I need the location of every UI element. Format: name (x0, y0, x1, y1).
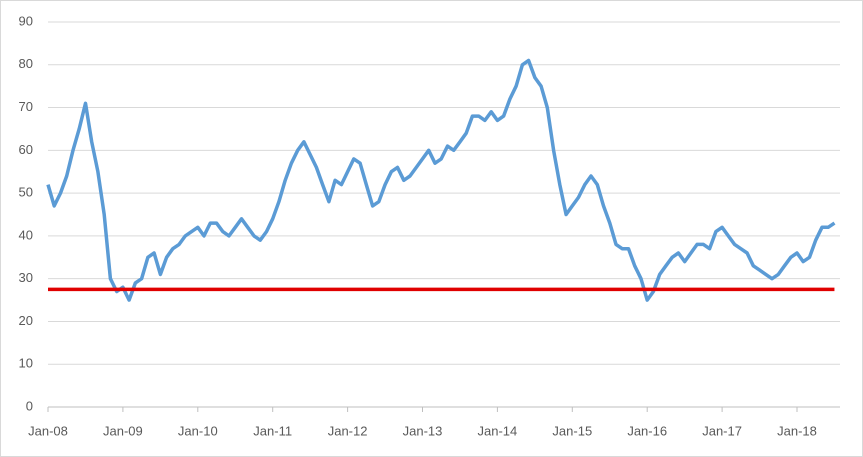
x-tick-label: Jan-17 (702, 423, 742, 438)
y-tick-label: 20 (19, 313, 33, 328)
x-tick-label: Jan-12 (328, 423, 368, 438)
data-line (46, 58, 836, 302)
x-tick-label: Jan-09 (103, 423, 143, 438)
y-tick-label: 90 (19, 13, 33, 28)
x-tick-label: Jan-15 (552, 423, 592, 438)
x-tick-label: Jan-14 (478, 423, 518, 438)
y-tick-label: 80 (19, 56, 33, 71)
x-tick-label: Jan-18 (777, 423, 817, 438)
y-tick-label: 40 (19, 227, 33, 242)
y-tick-label: 0 (26, 398, 33, 413)
y-tick-label: 60 (19, 142, 33, 157)
y-tick-label: 10 (19, 356, 33, 371)
x-tick-label: Jan-16 (627, 423, 667, 438)
x-tick-label: Jan-10 (178, 423, 218, 438)
y-tick-label: 30 (19, 270, 33, 285)
x-tick-label: Jan-11 (253, 423, 292, 438)
x-tick-label: Jan-13 (403, 423, 443, 438)
y-tick-label: 70 (19, 99, 33, 114)
y-tick-label: 50 (19, 185, 33, 200)
x-tick-label: Jan-08 (28, 423, 68, 438)
